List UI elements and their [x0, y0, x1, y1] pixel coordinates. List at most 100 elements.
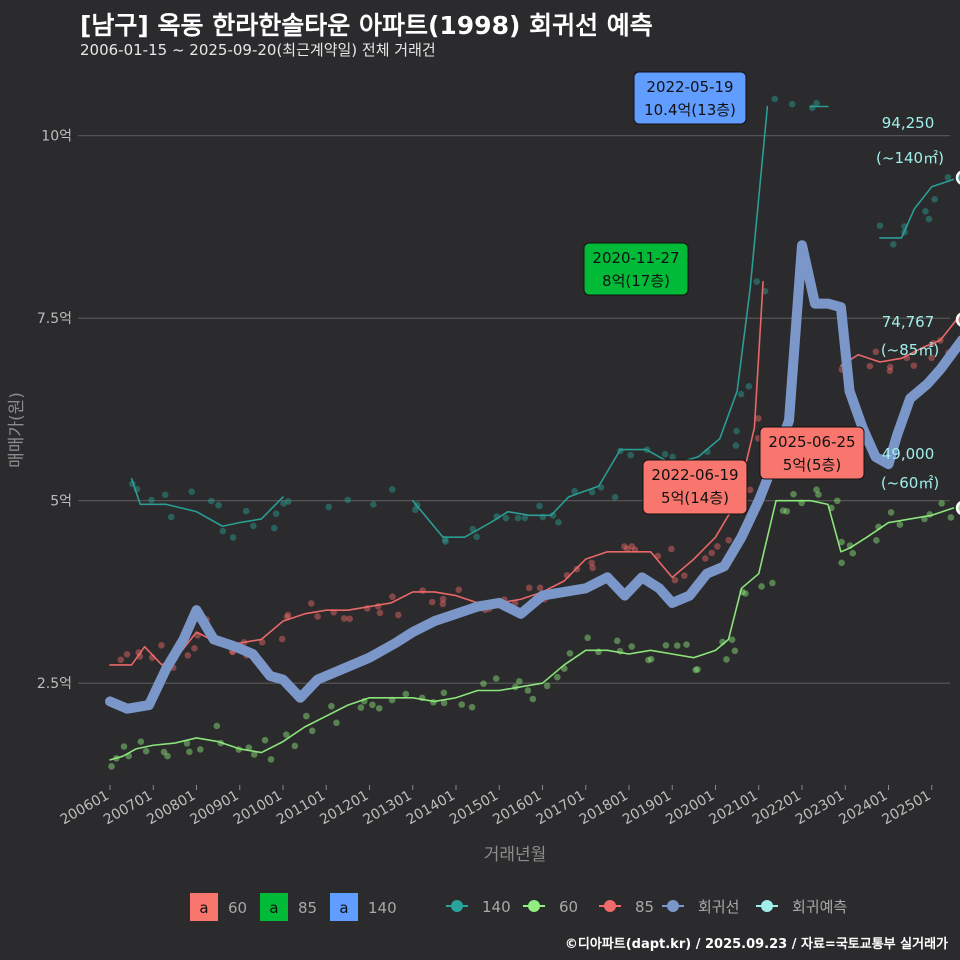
- transaction-dot: [886, 367, 894, 375]
- transaction-dot: [468, 703, 476, 711]
- transaction-dot: [746, 486, 754, 494]
- transaction-dot: [207, 497, 215, 505]
- transaction-dot: [815, 491, 822, 498]
- annotation-date: 2022-06-19: [651, 466, 738, 484]
- transaction-dot: [280, 500, 287, 507]
- transaction-dot: [938, 500, 945, 507]
- transaction-dot: [692, 666, 699, 674]
- transaction-dot: [197, 746, 204, 753]
- transaction-dot: [120, 743, 128, 750]
- x-tick-label: 202401: [836, 788, 890, 829]
- transaction-dot: [394, 611, 402, 619]
- transaction-dot: [303, 712, 310, 720]
- transaction-dot: [213, 722, 221, 730]
- legend-fill-label: 60: [228, 899, 247, 917]
- annotation-label: 10.4억(13층): [644, 101, 736, 119]
- legend-fill-key-letter: a: [199, 899, 208, 917]
- transaction-dot: [328, 702, 335, 710]
- transaction-dot: [876, 222, 884, 229]
- transaction-dot: [439, 600, 447, 608]
- transaction-dot: [931, 195, 938, 203]
- transaction-dot: [872, 348, 880, 356]
- transaction-dot: [755, 415, 762, 422]
- transaction-dot: [186, 748, 193, 756]
- transaction-dot: [242, 507, 250, 515]
- regression-line: [105, 240, 960, 714]
- transaction-dot: [808, 104, 816, 112]
- transaction-dot: [333, 719, 340, 727]
- annotation-date: 2022-05-19: [646, 78, 733, 96]
- legend-fill-key: [190, 893, 218, 921]
- transaction-dot: [873, 537, 880, 544]
- transaction-dot: [524, 687, 532, 694]
- series-line-140: [411, 105, 769, 539]
- x-tick-label: 200701: [101, 788, 155, 829]
- x-axis-title: 거래년월: [484, 845, 547, 865]
- transaction-dot: [442, 538, 449, 545]
- transaction-dot: [555, 519, 562, 526]
- transaction-dot: [866, 362, 874, 370]
- transaction-dot: [428, 598, 436, 606]
- transaction-dot: [662, 641, 670, 649]
- transaction-dot: [137, 738, 145, 746]
- transaction-dot: [680, 572, 688, 579]
- legend-line-label: 회귀선: [698, 898, 739, 916]
- transaction-dot: [455, 586, 463, 594]
- transaction-dot: [402, 690, 410, 698]
- transaction-dot: [944, 174, 952, 181]
- transaction-dot: [753, 278, 761, 285]
- transaction-dot: [737, 390, 745, 398]
- legend-point-key: [528, 900, 540, 912]
- transaction-dot: [588, 488, 596, 496]
- transaction-dot: [694, 666, 701, 673]
- transaction-dot: [135, 649, 142, 656]
- transaction-dot: [771, 95, 779, 103]
- transaction-dot: [536, 584, 544, 592]
- transaction-dot: [184, 652, 192, 659]
- transaction-dot: [628, 643, 636, 650]
- transaction-dot: [357, 704, 365, 711]
- transaction-dot: [369, 701, 376, 709]
- transaction-dot: [838, 559, 845, 567]
- transaction-dot: [566, 649, 574, 657]
- y-tick-label: 10억: [41, 129, 72, 145]
- x-tick-label: 201501: [447, 788, 501, 829]
- x-tick-label: 201601: [490, 788, 544, 829]
- transaction-dot: [543, 682, 551, 690]
- transaction-dot: [928, 354, 935, 362]
- transaction-dot: [188, 488, 196, 496]
- legend-fill-key-letter: a: [269, 899, 278, 917]
- transaction-dot: [621, 543, 628, 550]
- transaction-dot: [733, 427, 740, 435]
- transaction-dot: [389, 593, 396, 601]
- x-tick-label: 201701: [533, 788, 587, 829]
- transaction-dot: [283, 731, 290, 738]
- transaction-dot: [272, 510, 280, 517]
- transaction-dot: [191, 645, 198, 652]
- annotation-label: 5억(14층): [661, 489, 729, 507]
- annotation-box: [633, 71, 747, 125]
- transaction-dot: [769, 579, 776, 587]
- end-label-area: (~60㎡): [881, 474, 939, 492]
- end-label-value: 49,000: [882, 445, 935, 463]
- transaction-dot: [628, 543, 636, 550]
- transaction-dot: [725, 536, 732, 544]
- legend-point-key: [451, 900, 463, 912]
- transaction-dot: [886, 363, 894, 371]
- annotation-box: [759, 426, 865, 480]
- series-line-140: [879, 178, 955, 239]
- transaction-dot: [732, 442, 740, 449]
- transaction-dot: [549, 512, 557, 519]
- y-tick-label: 7.5억: [37, 311, 72, 327]
- transaction-dot: [314, 613, 321, 620]
- transaction-dot: [473, 533, 480, 541]
- transaction-dot: [588, 559, 596, 567]
- transaction-dot: [890, 241, 897, 248]
- end-label-value: 74,767: [882, 313, 935, 331]
- x-tick-label: 201201: [317, 788, 371, 829]
- transaction-dot: [623, 545, 631, 553]
- transaction-dot: [925, 215, 933, 223]
- annotation-label: 8억(17층): [602, 272, 670, 290]
- series-line-60: [109, 499, 955, 761]
